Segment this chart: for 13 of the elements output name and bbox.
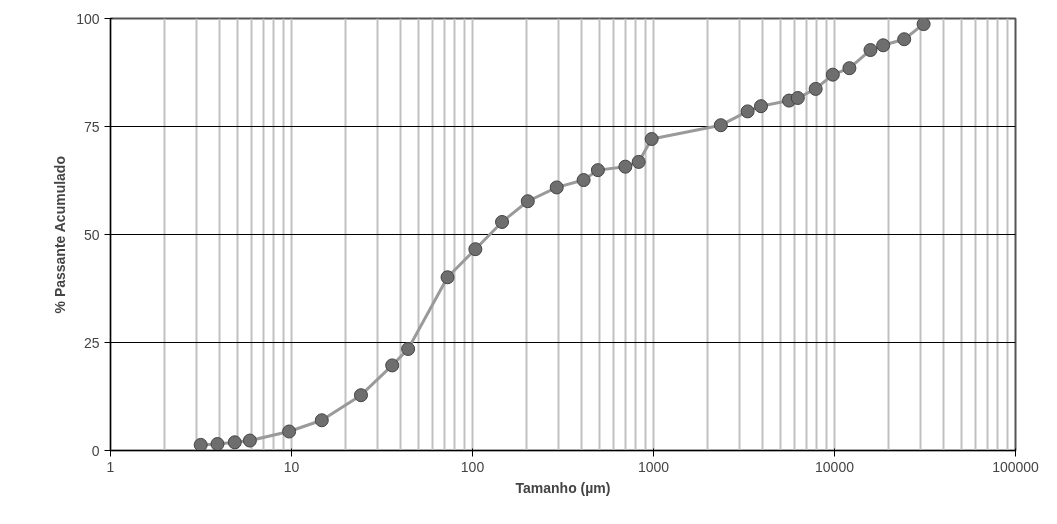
y-tick-label: 75 <box>83 118 100 135</box>
x-tick-label: 100 <box>460 458 485 475</box>
y-tick-label: 25 <box>83 334 100 351</box>
x-tick-label: 1000 <box>637 458 670 475</box>
y-axis-title: % Passante Acumulado <box>52 156 69 314</box>
x-axis-title: Tamanho (µm) <box>515 479 611 496</box>
y-tick-label: 0 <box>91 442 100 459</box>
y-tick-label: 50 <box>83 226 100 243</box>
x-tick-label: 1 <box>106 458 115 475</box>
y-tick-label: 100 <box>76 10 100 27</box>
x-tick-label: 10 <box>283 458 300 475</box>
x-tick-label: 100000 <box>992 458 1040 475</box>
x-tick-label: 10000 <box>815 458 855 475</box>
